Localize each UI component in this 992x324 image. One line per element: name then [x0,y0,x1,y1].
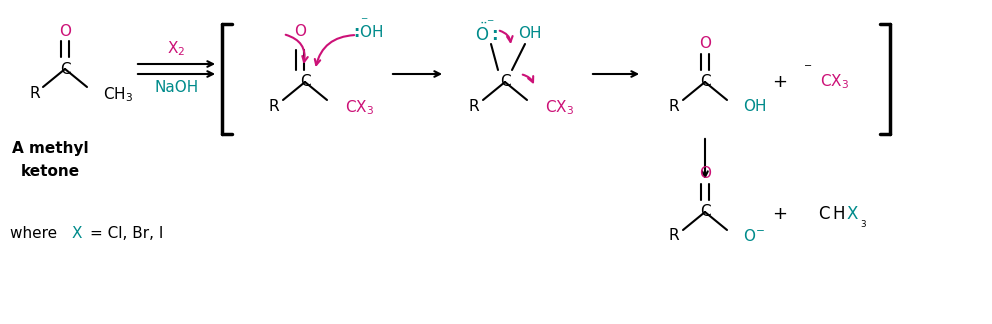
Text: $^{-}$: $^{-}$ [360,16,368,29]
Text: where: where [10,226,62,241]
Text: $\mathbf{\colon}$OH: $\mathbf{\colon}$OH [353,24,383,40]
Text: O$^{-}$: O$^{-}$ [743,228,765,244]
Text: +: + [773,205,788,223]
Text: OH: OH [743,98,767,113]
Text: R: R [468,98,479,113]
Text: CH$_3$: CH$_3$ [103,86,133,104]
Text: C: C [300,75,310,89]
Text: CX$_3$: CX$_3$ [545,98,574,117]
Text: ketone: ketone [21,165,79,179]
Text: H: H [832,205,844,223]
Text: A methyl: A methyl [12,142,88,156]
Text: C: C [818,205,829,223]
Text: C: C [60,62,70,76]
Text: CX$_3$: CX$_3$ [345,98,374,117]
Text: X$_2$: X$_2$ [168,40,186,58]
Text: X: X [72,226,82,241]
Text: +: + [773,73,788,91]
Text: C: C [699,204,710,219]
Text: C: C [500,75,510,89]
Text: O: O [59,24,71,39]
Text: NaOH: NaOH [155,80,198,96]
Text: $\ddot{\mathrm{O}}\mathbf{:}$: $\ddot{\mathrm{O}}\mathbf{:}$ [475,23,499,45]
Text: = Cl, Br, I: = Cl, Br, I [90,226,164,241]
Text: $_3$: $_3$ [860,217,867,230]
Text: $^{-}$: $^{-}$ [804,62,812,76]
Text: C: C [699,75,710,89]
Text: R: R [269,98,280,113]
Text: R: R [669,228,680,244]
Text: OH: OH [518,27,542,41]
Text: $^{-}$: $^{-}$ [486,17,494,30]
Text: R: R [30,86,41,100]
Text: R: R [669,98,680,113]
Text: X: X [846,205,857,223]
Text: O: O [699,37,711,52]
Text: O: O [699,167,711,181]
Text: O: O [294,25,306,40]
Text: CX$_3$: CX$_3$ [820,73,849,91]
